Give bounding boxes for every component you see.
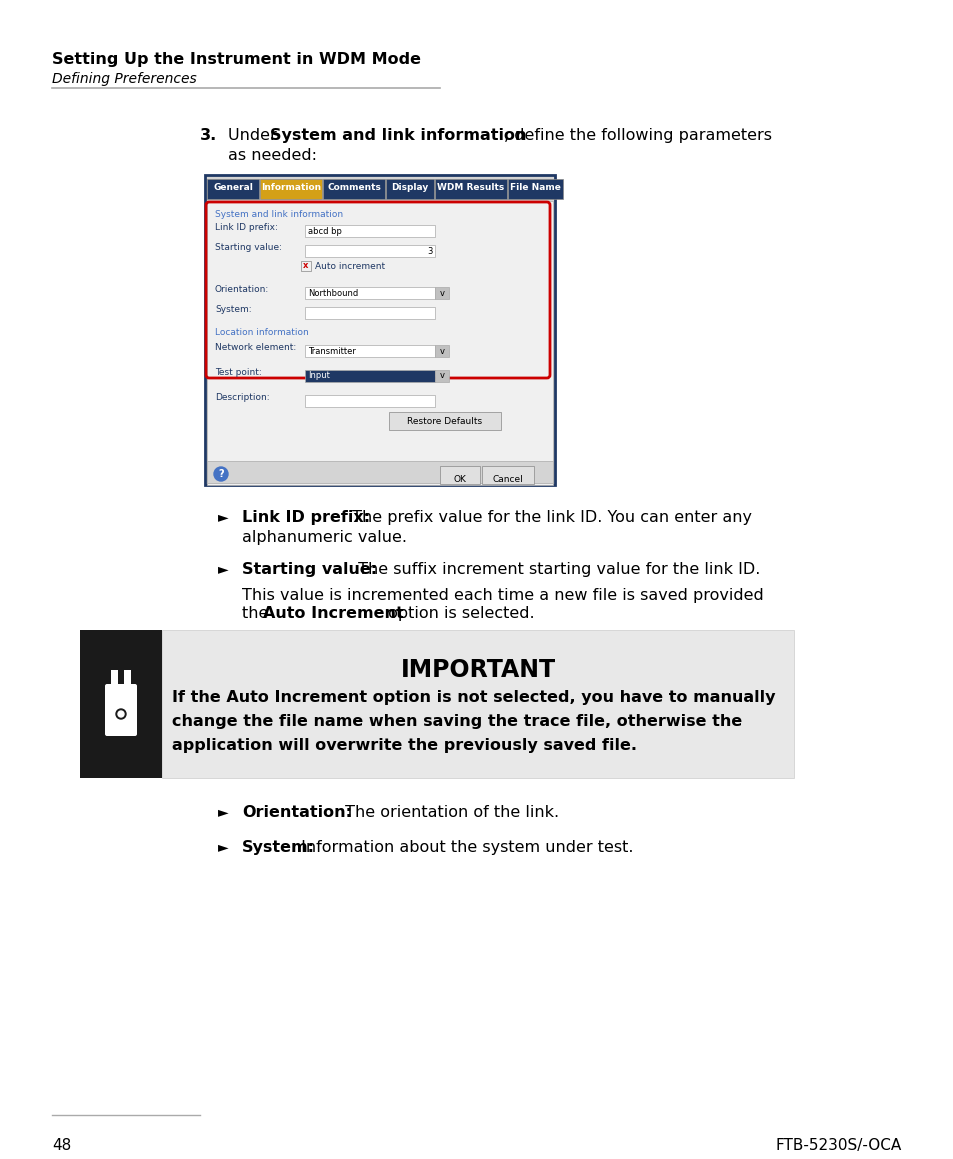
FancyBboxPatch shape: [124, 670, 131, 686]
FancyBboxPatch shape: [162, 630, 793, 778]
FancyBboxPatch shape: [305, 287, 435, 299]
Text: ►: ►: [218, 510, 229, 524]
FancyBboxPatch shape: [305, 225, 435, 236]
Circle shape: [116, 709, 126, 719]
FancyBboxPatch shape: [260, 178, 322, 199]
FancyBboxPatch shape: [305, 307, 435, 319]
FancyBboxPatch shape: [439, 466, 479, 484]
Text: Cancel: Cancel: [492, 474, 523, 483]
Text: Restore Defaults: Restore Defaults: [407, 416, 482, 425]
Text: System and link information: System and link information: [270, 127, 526, 143]
FancyBboxPatch shape: [305, 370, 435, 382]
FancyBboxPatch shape: [207, 201, 553, 484]
Text: ►: ►: [218, 562, 229, 576]
Text: System:: System:: [214, 305, 252, 314]
FancyBboxPatch shape: [205, 175, 555, 484]
FancyBboxPatch shape: [305, 395, 435, 407]
FancyBboxPatch shape: [435, 287, 449, 299]
Text: IMPORTANT: IMPORTANT: [400, 658, 555, 681]
Text: Test point:: Test point:: [214, 369, 261, 377]
Text: If the Auto Increment option is not selected, you have to manually: If the Auto Increment option is not sele…: [172, 690, 775, 705]
Text: ►: ►: [218, 840, 229, 854]
Text: The prefix value for the link ID. You can enter any: The prefix value for the link ID. You ca…: [347, 510, 751, 525]
FancyBboxPatch shape: [323, 178, 385, 199]
FancyBboxPatch shape: [435, 345, 449, 357]
Text: v: v: [439, 372, 444, 380]
Text: Auto Increment: Auto Increment: [263, 606, 403, 621]
Text: application will overwrite the previously saved file.: application will overwrite the previousl…: [172, 738, 637, 753]
Text: change the file name when saving the trace file, otherwise the: change the file name when saving the tra…: [172, 714, 741, 729]
Text: as needed:: as needed:: [228, 148, 316, 163]
FancyBboxPatch shape: [305, 345, 435, 357]
Text: WDM Results: WDM Results: [436, 183, 504, 192]
Text: 3.: 3.: [200, 127, 217, 143]
Circle shape: [118, 710, 124, 717]
Text: abcd bp: abcd bp: [308, 226, 341, 235]
Text: the: the: [242, 606, 274, 621]
Text: The suffix increment starting value for the link ID.: The suffix increment starting value for …: [353, 562, 760, 577]
FancyBboxPatch shape: [111, 670, 118, 686]
Text: System and link information: System and link information: [214, 210, 343, 219]
Text: Under: Under: [228, 127, 281, 143]
Text: Auto increment: Auto increment: [314, 262, 385, 271]
Text: Description:: Description:: [214, 393, 270, 402]
FancyBboxPatch shape: [389, 411, 500, 430]
Text: General: General: [213, 183, 253, 192]
Text: Network element:: Network element:: [214, 343, 296, 352]
Text: alphanumeric value.: alphanumeric value.: [242, 530, 407, 545]
FancyBboxPatch shape: [207, 178, 258, 199]
Text: System:: System:: [242, 840, 314, 855]
Circle shape: [213, 467, 228, 481]
Text: x: x: [303, 262, 309, 270]
Text: Defining Preferences: Defining Preferences: [52, 72, 196, 86]
Text: Input: Input: [308, 372, 330, 380]
Text: option is selected.: option is selected.: [382, 606, 534, 621]
Text: Northbound: Northbound: [308, 289, 358, 298]
Text: Transmitter: Transmitter: [308, 347, 355, 356]
FancyBboxPatch shape: [207, 461, 553, 483]
FancyBboxPatch shape: [481, 466, 534, 484]
Text: Link ID prefix:: Link ID prefix:: [214, 223, 277, 232]
Text: Orientation:: Orientation:: [242, 806, 352, 821]
Text: v: v: [439, 289, 444, 298]
Text: Comments: Comments: [327, 183, 380, 192]
Text: OK: OK: [453, 474, 466, 483]
Text: 3: 3: [427, 247, 433, 255]
Text: 48: 48: [52, 1138, 71, 1153]
FancyBboxPatch shape: [435, 178, 506, 199]
Text: Location information: Location information: [214, 328, 309, 337]
Text: Orientation:: Orientation:: [214, 285, 269, 294]
FancyBboxPatch shape: [305, 245, 435, 257]
FancyBboxPatch shape: [301, 261, 311, 271]
Text: This value is incremented each time a new file is saved provided: This value is incremented each time a ne…: [242, 588, 763, 603]
Text: Starting value:: Starting value:: [242, 562, 376, 577]
Text: File Name: File Name: [510, 183, 560, 192]
Text: Setting Up the Instrument in WDM Mode: Setting Up the Instrument in WDM Mode: [52, 52, 420, 67]
FancyBboxPatch shape: [386, 178, 434, 199]
Text: FTB-5230S/-OCA: FTB-5230S/-OCA: [775, 1138, 901, 1153]
FancyBboxPatch shape: [435, 370, 449, 382]
Text: ?: ?: [218, 469, 224, 479]
Text: Starting value:: Starting value:: [214, 243, 282, 252]
Text: v: v: [439, 347, 444, 356]
Text: Information: Information: [261, 183, 321, 192]
FancyBboxPatch shape: [105, 684, 137, 736]
Text: , define the following parameters: , define the following parameters: [503, 127, 771, 143]
Text: Information about the system under test.: Information about the system under test.: [295, 840, 633, 855]
Text: The orientation of the link.: The orientation of the link.: [339, 806, 558, 821]
Text: Link ID prefix:: Link ID prefix:: [242, 510, 370, 525]
FancyBboxPatch shape: [80, 630, 162, 778]
Text: Display: Display: [391, 183, 428, 192]
FancyBboxPatch shape: [507, 178, 562, 199]
Text: ►: ►: [218, 806, 229, 819]
